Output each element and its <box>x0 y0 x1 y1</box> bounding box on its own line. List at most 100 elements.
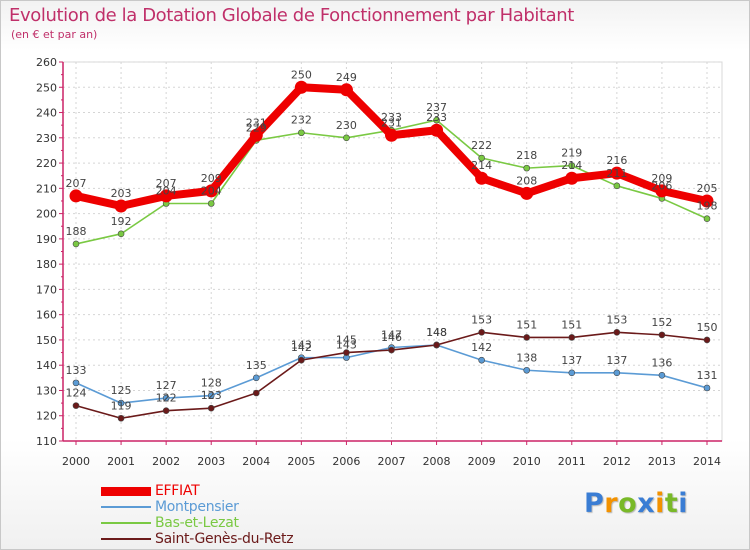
data-point-bas-et-lezat <box>72 240 80 248</box>
data-label-montpensier: 137 <box>561 354 582 367</box>
y-tick-label: 180 <box>36 258 57 271</box>
data-label-effiat: 203 <box>111 187 132 200</box>
legend-label-bas-et-lezat: Bas-et-Lezat <box>155 515 239 531</box>
data-point-bas-et-lezat <box>298 129 305 137</box>
data-point-saint-genes-du-retz <box>613 329 621 336</box>
y-tick-label: 240 <box>36 107 57 120</box>
data-point-bas-et-lezat <box>343 134 350 142</box>
x-tick-label: 2002 <box>152 455 180 468</box>
data-label-bas-et-lezat: 198 <box>697 200 718 213</box>
data-label-effiat: 214 <box>561 159 582 172</box>
logo-letter: i <box>655 488 665 519</box>
data-point-effiat <box>520 186 534 200</box>
x-tick-label: 2013 <box>648 455 676 468</box>
data-label-effiat: 205 <box>697 182 718 195</box>
data-point-saint-genes-du-retz <box>298 356 305 364</box>
data-label-effiat: 208 <box>516 174 537 187</box>
y-tick-label: 220 <box>36 157 57 170</box>
data-point-effiat <box>610 166 624 180</box>
data-point-montpensier <box>72 379 80 387</box>
data-point-saint-genes-du-retz <box>252 389 260 397</box>
data-label-effiat: 209 <box>201 172 222 185</box>
data-point-effiat <box>430 123 444 137</box>
data-label-saint-genes-du-retz: 119 <box>111 399 132 412</box>
data-label-effiat: 216 <box>606 154 627 167</box>
data-label-montpensier: 138 <box>516 351 537 364</box>
data-label-montpensier: 125 <box>111 384 132 397</box>
data-label-effiat: 233 <box>426 111 447 124</box>
logo-letter: x <box>637 488 656 519</box>
data-point-effiat <box>114 199 128 213</box>
data-point-effiat <box>339 83 353 97</box>
y-tick-label: 170 <box>36 283 57 296</box>
data-label-bas-et-lezat: 204 <box>156 184 177 197</box>
data-label-montpensier: 148 <box>426 326 447 339</box>
data-point-saint-genes-du-retz <box>162 407 170 414</box>
y-tick-label: 160 <box>36 309 57 322</box>
data-point-montpensier <box>703 384 711 392</box>
data-point-effiat <box>294 80 308 94</box>
x-tick-label: 2012 <box>603 455 631 468</box>
data-label-montpensier: 135 <box>246 359 267 372</box>
data-label-bas-et-lezat: 229 <box>246 121 267 134</box>
data-point-bas-et-lezat <box>207 200 215 207</box>
data-label-saint-genes-du-retz: 122 <box>156 392 177 405</box>
data-point-montpensier <box>162 394 170 402</box>
x-tick-label: 2006 <box>332 455 360 468</box>
legend-label-effiat: EFFIAT <box>155 483 200 499</box>
data-point-saint-genes-du-retz <box>658 331 666 339</box>
data-label-bas-et-lezat: 222 <box>471 139 492 152</box>
y-tick-label: 260 <box>36 56 57 69</box>
y-tick-label: 120 <box>36 410 57 423</box>
data-point-saint-genes-du-retz <box>703 336 711 344</box>
data-point-bas-et-lezat <box>523 164 531 172</box>
data-point-bas-et-lezat <box>433 116 440 124</box>
data-label-saint-genes-du-retz: 124 <box>66 387 87 400</box>
x-tick-label: 2001 <box>107 455 135 468</box>
data-label-bas-et-lezat: 219 <box>561 147 582 160</box>
plot-area <box>62 61 723 442</box>
data-point-saint-genes-du-retz <box>478 329 485 336</box>
x-tick-label: 2007 <box>378 455 406 468</box>
x-tick-label: 2009 <box>468 455 496 468</box>
data-point-effiat <box>204 184 218 198</box>
data-label-bas-et-lezat: 232 <box>291 114 312 127</box>
data-point-effiat <box>655 184 669 198</box>
data-point-saint-genes-du-retz <box>523 334 531 341</box>
data-point-saint-genes-du-retz <box>433 341 440 349</box>
data-label-montpensier: 143 <box>291 339 312 352</box>
logo-letter: r <box>604 488 619 519</box>
data-label-saint-genes-du-retz: 151 <box>561 318 582 331</box>
data-label-effiat: 250 <box>291 68 312 81</box>
data-label-montpensier: 131 <box>697 369 718 382</box>
data-point-effiat <box>700 194 714 208</box>
chart-subtitle: (en € et par an) <box>11 28 98 41</box>
data-label-montpensier: 147 <box>381 329 402 342</box>
y-tick-label: 130 <box>36 384 57 397</box>
data-point-bas-et-lezat <box>117 230 125 238</box>
data-label-saint-genes-du-retz: 152 <box>651 316 672 329</box>
x-tick-label: 2003 <box>197 455 225 468</box>
data-point-effiat <box>69 189 83 203</box>
data-point-bas-et-lezat <box>613 182 621 190</box>
y-tick-label: 150 <box>36 334 57 347</box>
data-label-saint-genes-du-retz: 142 <box>291 341 312 354</box>
y-tick-label: 250 <box>36 81 57 94</box>
data-label-montpensier: 137 <box>606 354 627 367</box>
data-point-saint-genes-du-retz <box>72 402 80 409</box>
data-point-bas-et-lezat <box>703 215 711 222</box>
data-label-montpensier: 128 <box>201 377 222 390</box>
x-tick-label: 2008 <box>423 455 451 468</box>
data-point-montpensier <box>207 392 215 399</box>
logo-letter: o <box>618 488 638 519</box>
data-label-bas-et-lezat: 192 <box>111 215 132 228</box>
data-point-effiat <box>565 171 579 185</box>
data-label-saint-genes-du-retz: 150 <box>697 321 718 334</box>
chart-title: Evolution de la Dotation Globale de Fonc… <box>9 5 574 26</box>
y-tick-label: 210 <box>36 182 57 195</box>
data-point-saint-genes-du-retz <box>568 334 576 341</box>
y-tick-label: 230 <box>36 132 57 145</box>
data-label-saint-genes-du-retz: 145 <box>336 334 357 347</box>
